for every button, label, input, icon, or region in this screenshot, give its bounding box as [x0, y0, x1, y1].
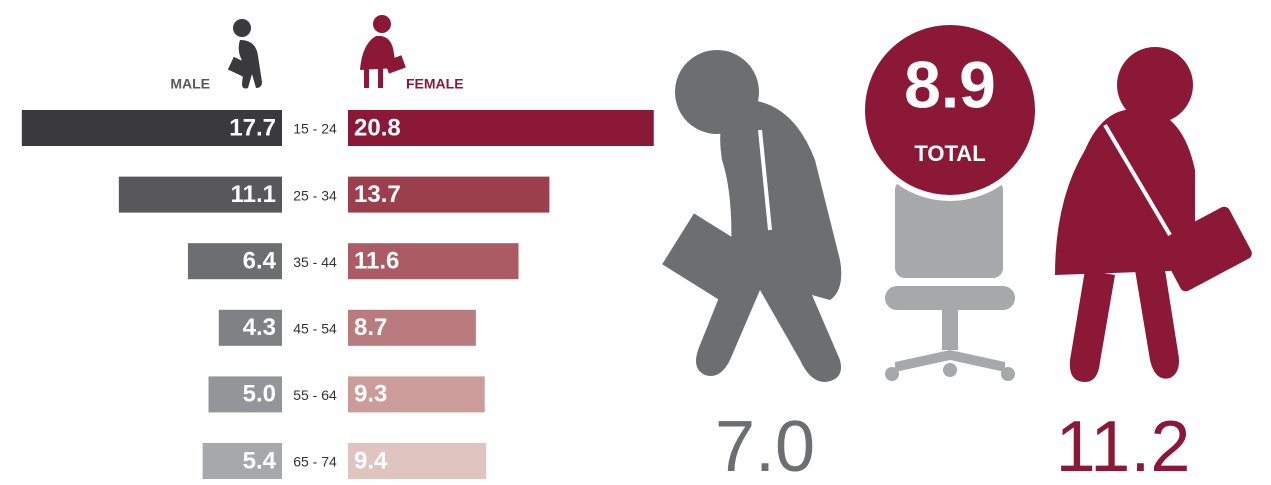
male-value-label: 17.7: [229, 114, 276, 141]
male-value-label: 5.4: [243, 447, 277, 474]
male-average: 7.0: [715, 407, 815, 485]
age-label: 25 - 34: [293, 187, 337, 203]
age-label: 15 - 24: [293, 121, 337, 137]
female-value-label: 8.7: [354, 314, 387, 341]
bars: 15 - 24 17.7 20.8 25 - 34 11.1 13.7 35 - 44 6.4…: [22, 110, 654, 479]
female-figure: [1055, 47, 1254, 382]
male-value-label: 11.1: [231, 181, 276, 208]
female-average: 11.2: [1056, 407, 1191, 485]
chair: [885, 180, 1015, 381]
age-label: 45 - 54: [293, 321, 337, 337]
age-label: 55 - 64: [293, 387, 337, 403]
male-figure: [662, 50, 841, 382]
female-icon: [360, 15, 406, 88]
female-value-label: 20.8: [354, 114, 401, 141]
male-value-label: 4.3: [243, 314, 276, 341]
female-value-label: 11.6: [354, 248, 399, 275]
total-value: 8.9: [904, 47, 996, 121]
age-label: 35 - 44: [293, 254, 337, 270]
infographic: MALE FEMALE 15 - 24 17.7 20.8 25 - 34 11.1 13…: [0, 0, 1271, 485]
female-value-label: 9.3: [354, 381, 387, 408]
male-icon: [228, 19, 262, 89]
legend-male: MALE: [170, 76, 210, 92]
male-value-label: 6.4: [243, 248, 277, 275]
female-value-label: 9.4: [354, 447, 388, 474]
age-label: 65 - 74: [293, 454, 337, 470]
total-label: TOTAL: [914, 141, 985, 166]
female-value-label: 13.7: [354, 181, 401, 208]
male-value-label: 5.0: [243, 381, 276, 408]
legend-female: FEMALE: [406, 76, 464, 92]
